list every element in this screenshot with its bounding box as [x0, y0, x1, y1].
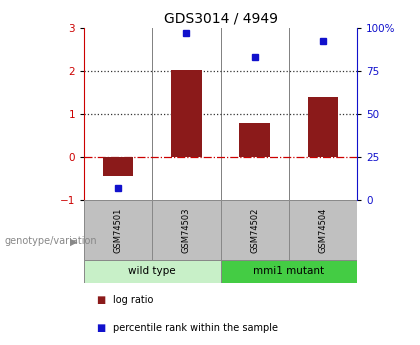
- Text: ■: ■: [96, 295, 105, 305]
- Bar: [239, 124, 270, 157]
- Bar: [220, 200, 289, 260]
- Bar: [307, 97, 338, 157]
- Bar: [171, 70, 202, 157]
- Text: percentile rank within the sample: percentile rank within the sample: [113, 323, 278, 333]
- Bar: [220, 260, 357, 283]
- Text: GSM74503: GSM74503: [182, 207, 191, 253]
- Bar: [103, 157, 134, 176]
- Text: genotype/variation: genotype/variation: [4, 237, 97, 246]
- Title: GDS3014 / 4949: GDS3014 / 4949: [163, 11, 278, 25]
- Text: GSM74502: GSM74502: [250, 207, 259, 253]
- Text: GSM74504: GSM74504: [318, 207, 327, 253]
- Bar: [289, 200, 357, 260]
- Bar: [152, 200, 221, 260]
- Text: mmi1 mutant: mmi1 mutant: [253, 266, 324, 276]
- Text: ▶: ▶: [70, 237, 78, 246]
- Bar: [84, 200, 152, 260]
- Text: GSM74501: GSM74501: [114, 207, 123, 253]
- Text: wild type: wild type: [129, 266, 176, 276]
- Bar: [84, 260, 220, 283]
- Text: ■: ■: [96, 323, 105, 333]
- Text: log ratio: log ratio: [113, 295, 154, 305]
